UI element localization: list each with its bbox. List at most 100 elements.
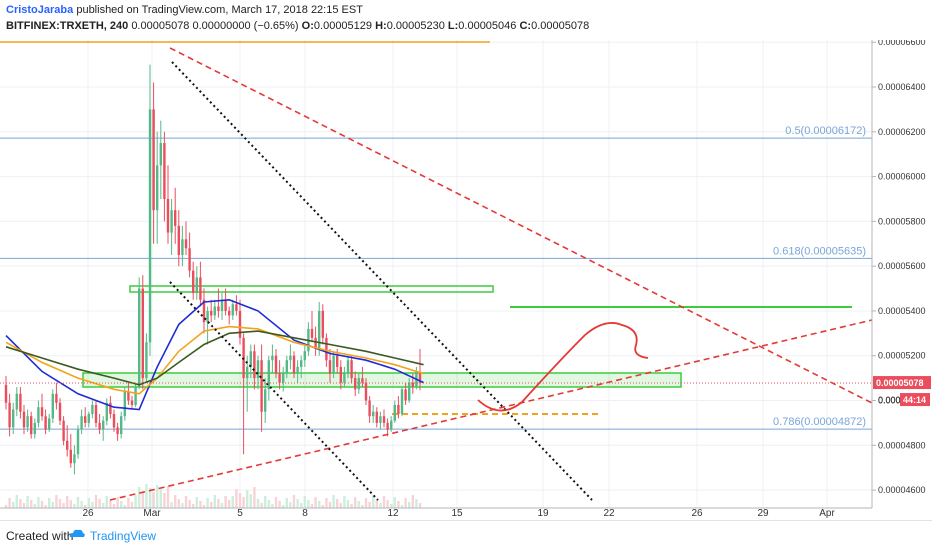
candle[interactable] xyxy=(285,355,288,379)
candle[interactable] xyxy=(48,413,51,432)
candle[interactable] xyxy=(210,299,213,323)
candle[interactable] xyxy=(51,389,54,423)
candle[interactable] xyxy=(33,418,36,439)
candle[interactable] xyxy=(368,396,371,423)
ascending-support-line[interactable] xyxy=(109,319,873,501)
candle[interactable] xyxy=(159,120,162,199)
candle[interactable] xyxy=(66,425,69,457)
candle[interactable] xyxy=(195,266,198,300)
candles[interactable] xyxy=(4,64,422,475)
projected-path[interactable] xyxy=(477,322,649,412)
candle[interactable] xyxy=(289,344,292,370)
candle[interactable] xyxy=(166,165,170,244)
price-chart[interactable]: 0.5(0.00006172) 0.618(0.00005635) 0.786(0.… xyxy=(0,40,932,520)
candle[interactable] xyxy=(238,299,242,345)
candle[interactable] xyxy=(199,261,202,307)
candle[interactable] xyxy=(246,355,249,412)
candle[interactable] xyxy=(120,411,123,439)
candle[interactable] xyxy=(382,409,386,428)
candle[interactable] xyxy=(375,407,378,428)
candle[interactable] xyxy=(94,400,98,428)
candle[interactable] xyxy=(62,416,65,446)
candle[interactable] xyxy=(192,261,195,300)
candle[interactable] xyxy=(37,400,40,428)
symbol-label[interactable]: BITFINEX:TRXETH, 240 xyxy=(6,20,129,32)
candle[interactable] xyxy=(170,198,173,255)
candle[interactable] xyxy=(249,344,252,379)
candle[interactable] xyxy=(127,382,130,405)
candle[interactable] xyxy=(177,210,180,267)
author-link[interactable]: CristoJaraba xyxy=(6,4,74,16)
candle[interactable] xyxy=(354,371,357,397)
candle[interactable] xyxy=(105,398,108,426)
candle[interactable] xyxy=(408,378,411,403)
candle[interactable] xyxy=(152,82,155,244)
candle[interactable] xyxy=(44,409,47,435)
candle[interactable] xyxy=(148,64,152,356)
candle[interactable] xyxy=(282,366,285,392)
candle[interactable] xyxy=(40,393,44,421)
candle[interactable] xyxy=(188,232,191,278)
resistance-zone[interactable] xyxy=(129,285,494,293)
candle[interactable] xyxy=(296,360,299,383)
time-axis[interactable]: 26 Mar 5 8 12 15 19 22 26 29 Apr xyxy=(0,507,872,519)
support-zone[interactable] xyxy=(82,372,682,388)
candle[interactable] xyxy=(91,400,94,419)
candle[interactable] xyxy=(339,360,342,390)
descending-resistance-line[interactable] xyxy=(169,47,873,404)
candle[interactable] xyxy=(397,396,400,419)
candle[interactable] xyxy=(220,293,224,320)
candle[interactable] xyxy=(300,355,303,379)
candle[interactable] xyxy=(404,382,407,405)
candle[interactable] xyxy=(84,407,87,428)
candle[interactable] xyxy=(390,416,393,432)
candle[interactable] xyxy=(393,400,396,423)
candle[interactable] xyxy=(12,402,15,435)
candle[interactable] xyxy=(231,299,234,320)
candle[interactable] xyxy=(138,277,141,390)
candle[interactable] xyxy=(30,411,33,439)
candle[interactable] xyxy=(228,306,231,325)
candle[interactable] xyxy=(22,404,26,435)
candle[interactable] xyxy=(55,382,58,410)
candle[interactable] xyxy=(318,301,321,356)
candle[interactable] xyxy=(217,288,220,318)
tradingview-logo-icon[interactable] xyxy=(68,527,86,546)
candle[interactable] xyxy=(141,275,144,390)
candle[interactable] xyxy=(80,409,83,435)
black-dotted-channel-upper[interactable] xyxy=(171,61,593,501)
candle[interactable] xyxy=(343,366,346,388)
candle[interactable] xyxy=(202,288,206,334)
candle[interactable] xyxy=(4,375,8,410)
candle[interactable] xyxy=(58,398,62,426)
candle[interactable] xyxy=(8,393,11,437)
candle[interactable] xyxy=(19,387,22,419)
candle[interactable] xyxy=(174,187,177,244)
candle[interactable] xyxy=(87,411,90,428)
candle[interactable] xyxy=(361,366,364,388)
candle[interactable] xyxy=(163,131,166,222)
candle[interactable] xyxy=(256,355,260,390)
candle[interactable] xyxy=(69,434,72,468)
candle[interactable] xyxy=(235,295,238,316)
candle[interactable] xyxy=(213,299,216,320)
candle[interactable] xyxy=(184,221,188,255)
candle[interactable] xyxy=(98,413,101,435)
candle[interactable] xyxy=(321,304,324,345)
candle[interactable] xyxy=(350,355,353,383)
candle[interactable] xyxy=(310,310,314,343)
trendlines[interactable] xyxy=(109,47,873,501)
candle[interactable] xyxy=(278,360,281,390)
candle[interactable] xyxy=(292,351,296,379)
candle[interactable] xyxy=(357,373,360,394)
candle[interactable] xyxy=(123,387,126,421)
candle[interactable] xyxy=(134,382,137,408)
candle[interactable] xyxy=(379,411,382,430)
candle[interactable] xyxy=(271,344,274,374)
candle[interactable] xyxy=(130,396,134,410)
candle[interactable] xyxy=(76,425,80,459)
candle[interactable] xyxy=(15,387,18,417)
candle[interactable] xyxy=(181,225,184,267)
candle[interactable] xyxy=(26,409,29,432)
candle[interactable] xyxy=(206,306,209,345)
